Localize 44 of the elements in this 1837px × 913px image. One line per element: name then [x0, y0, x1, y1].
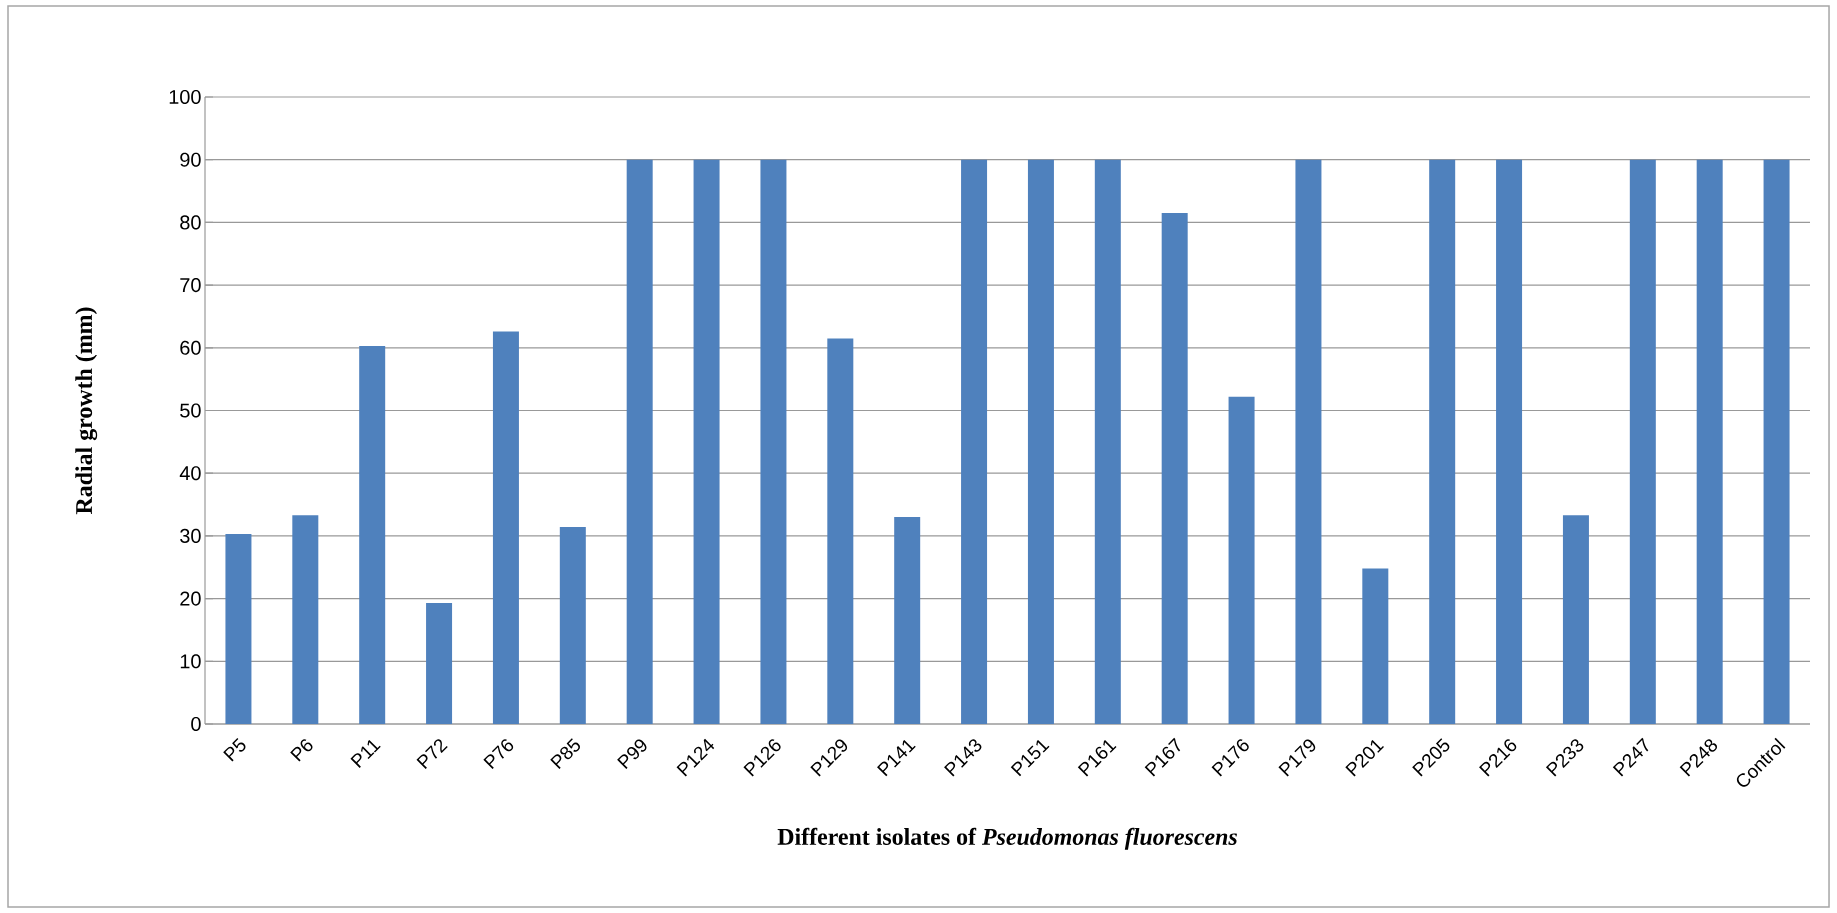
y-tick-label: 10 — [180, 654, 201, 669]
bar — [1429, 159, 1456, 724]
bar — [693, 159, 720, 724]
bar — [1295, 159, 1322, 724]
bar — [492, 331, 519, 724]
y-tick-label: 0 — [191, 716, 201, 732]
x-tick-label: P76 — [483, 739, 514, 770]
x-tick-label: P85 — [550, 738, 581, 770]
bar — [426, 602, 453, 724]
bar — [1362, 568, 1389, 724]
bar — [359, 345, 386, 724]
bar — [225, 534, 252, 724]
bar — [760, 159, 787, 724]
bar — [1027, 159, 1054, 724]
bar — [1228, 396, 1255, 724]
x-tick-label: P11 — [350, 739, 381, 768]
y-tick-label: 90 — [180, 152, 201, 167]
bar — [961, 159, 988, 724]
x-axis-title: Different isolates of Pseudomonas fluorescens — [777, 827, 1237, 850]
bar — [1629, 159, 1656, 724]
bar — [827, 338, 854, 724]
bar — [1161, 212, 1188, 724]
bar — [292, 515, 319, 724]
x-tick-label: P99 — [617, 739, 647, 770]
y-tick-label: 30 — [180, 528, 201, 543]
bar — [559, 527, 586, 724]
bar — [1496, 159, 1523, 724]
bar — [1763, 159, 1790, 724]
y-tick-label: 40 — [179, 466, 201, 481]
y-tick-label: 50 — [180, 403, 201, 418]
y-tick-label: 20 — [180, 591, 201, 606]
y-tick-label: 70 — [180, 278, 201, 293]
y-tick-label: 80 — [180, 215, 201, 230]
x-tick-label: P72 — [416, 739, 448, 770]
bar — [894, 517, 921, 724]
bar — [1696, 159, 1723, 724]
y-axis-title: Radial growth (mm) — [75, 307, 98, 515]
bar — [1562, 515, 1589, 724]
bar — [1094, 159, 1121, 724]
y-tick-label: 100 — [169, 89, 201, 105]
x-tick-label: P6 — [290, 739, 313, 762]
bar — [626, 159, 653, 724]
x-tick-label: P5 — [223, 738, 246, 762]
y-tick-label: 60 — [180, 340, 201, 355]
